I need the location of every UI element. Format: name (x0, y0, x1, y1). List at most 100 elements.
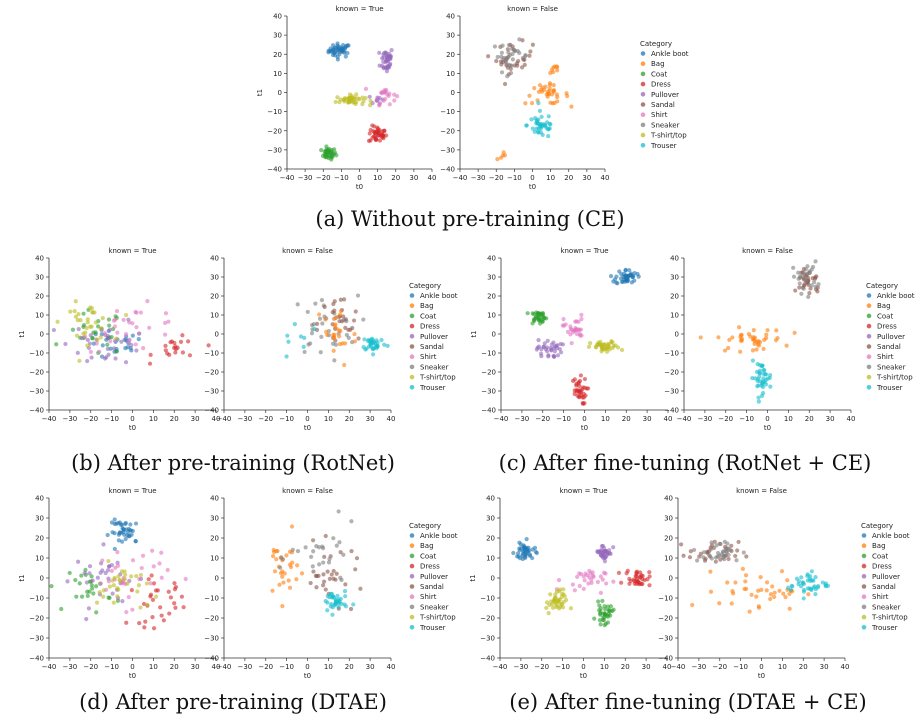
point-t-shirt-top (124, 312, 129, 318)
point-sneaker (741, 550, 746, 555)
point-sneaker (714, 543, 719, 548)
legend-marker (409, 385, 415, 390)
legend-label: T-shirt/top (419, 374, 456, 382)
point-pullover (85, 358, 90, 364)
point-dress (146, 577, 151, 582)
point-coat (95, 324, 101, 329)
point-bag (529, 100, 535, 106)
point-trouser (807, 576, 812, 581)
point-t-shirt-top (368, 98, 373, 103)
point-sandal (310, 538, 316, 543)
point-sneaker (796, 270, 801, 275)
y-tick-label: −10 (440, 108, 455, 116)
point-t-shirt-top (611, 343, 616, 349)
x-tick-label: 10 (784, 415, 793, 423)
point-coat (91, 591, 96, 596)
point-dress (148, 352, 153, 357)
point-shirt (571, 330, 576, 335)
point-shirt (134, 325, 139, 330)
point-sneaker (341, 552, 346, 557)
x-tick-label: 10 (778, 663, 787, 671)
point-sandal (321, 579, 327, 584)
point-shirt (165, 567, 170, 573)
point-trouser (530, 126, 535, 131)
point-sandal (323, 587, 328, 592)
y-tick-label: 30 (664, 515, 673, 523)
x-tick-label: 0 (582, 415, 586, 423)
point-trouser (529, 117, 534, 122)
point-t-shirt-top (547, 602, 552, 608)
point-bag (289, 524, 295, 529)
point-trouser (325, 608, 330, 613)
y-tick-label: 40 (446, 13, 455, 21)
point-shirt (375, 97, 380, 102)
point-pullover (377, 50, 382, 55)
point-pullover (384, 58, 389, 63)
point-sneaker (509, 46, 515, 51)
point-bag (785, 578, 790, 583)
point-pullover (601, 556, 606, 561)
point-t-shirt-top (337, 100, 342, 105)
point-coat (90, 586, 95, 591)
point-sandal (508, 66, 513, 72)
point-bag (784, 343, 789, 348)
x-tick-label: 10 (373, 174, 382, 182)
point-t-shirt-top (117, 578, 122, 583)
point-ankle-boot (125, 345, 130, 350)
y-tick-label: 0 (215, 575, 219, 583)
point-shirt (604, 581, 609, 586)
point-ankle-boot (517, 556, 523, 561)
point-pullover (558, 350, 564, 355)
point-bag (787, 606, 792, 611)
x-tick-label: −40 (42, 663, 57, 671)
point-bag (743, 579, 748, 584)
point-pullover (388, 56, 393, 61)
point-bag (779, 569, 785, 574)
point-sandal (308, 580, 313, 586)
point-t-shirt-top (115, 586, 120, 591)
y-tick-label: 20 (486, 535, 495, 543)
point-coat (77, 581, 82, 586)
point-ankle-boot (121, 529, 126, 535)
point-trouser (750, 358, 756, 363)
point-bag (282, 571, 287, 576)
point-coat (81, 323, 87, 328)
point-shirt (394, 94, 400, 99)
point-bag (722, 348, 728, 353)
point-sandal (314, 321, 320, 326)
point-coat (74, 594, 79, 599)
legend-marker (409, 625, 415, 630)
legend-label: Sneaker (877, 363, 906, 371)
y-tick-label: 30 (487, 274, 496, 282)
point-trouser (763, 372, 769, 377)
point-dress (178, 339, 184, 344)
legend-marker (409, 303, 415, 309)
x-tick-label: −10 (334, 174, 349, 182)
point-sneaker (310, 564, 315, 569)
point-t-shirt-top (335, 95, 340, 100)
x-axis-label: t0 (304, 672, 311, 680)
point-sandal (343, 582, 348, 587)
caption-d: (d) After pre-training (DTAE) (79, 690, 387, 714)
point-coat (597, 603, 602, 608)
point-dress (180, 333, 185, 338)
point-pullover (105, 333, 111, 339)
point-sandal (733, 553, 738, 559)
point-bag (270, 588, 275, 593)
x-tick-label: 0 (530, 174, 534, 182)
point-pullover (541, 344, 546, 350)
point-coat (334, 153, 339, 158)
y-tick-label: −30 (481, 388, 496, 396)
point-sneaker (278, 565, 283, 570)
point-sneaker (326, 560, 332, 565)
point-sneaker (321, 560, 326, 565)
x-tick-label: 40 (387, 663, 396, 671)
legend-marker (861, 604, 867, 610)
point-bag (738, 335, 743, 340)
point-sneaker (800, 274, 805, 279)
point-t-shirt-top (129, 574, 134, 579)
point-ankle-boot (340, 49, 345, 54)
x-axis-label: t0 (529, 183, 536, 191)
point-sandal (530, 42, 535, 47)
y-tick-label: −40 (29, 655, 44, 663)
